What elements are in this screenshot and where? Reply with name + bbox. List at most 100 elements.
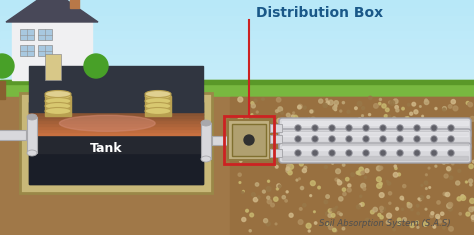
Circle shape xyxy=(286,126,291,131)
Circle shape xyxy=(245,128,248,132)
Circle shape xyxy=(277,118,282,123)
Bar xyxy=(20,45,34,56)
Bar xyxy=(0,78,474,86)
Circle shape xyxy=(407,121,410,124)
Circle shape xyxy=(328,153,332,156)
Bar xyxy=(0,204,474,212)
Circle shape xyxy=(461,140,466,145)
Circle shape xyxy=(459,213,462,215)
Circle shape xyxy=(407,203,410,205)
Circle shape xyxy=(298,105,301,109)
Circle shape xyxy=(425,99,428,102)
Circle shape xyxy=(239,160,242,162)
Circle shape xyxy=(310,110,313,113)
Ellipse shape xyxy=(59,115,155,131)
Circle shape xyxy=(347,110,350,113)
Circle shape xyxy=(305,128,307,131)
Circle shape xyxy=(402,199,404,200)
Circle shape xyxy=(286,167,290,170)
Circle shape xyxy=(396,109,399,112)
Circle shape xyxy=(278,139,283,144)
Circle shape xyxy=(415,126,419,130)
Circle shape xyxy=(355,145,359,149)
Circle shape xyxy=(415,137,419,141)
Circle shape xyxy=(346,136,352,142)
Bar xyxy=(45,96,71,101)
Bar xyxy=(270,135,282,143)
Circle shape xyxy=(471,215,474,219)
Bar xyxy=(0,110,474,118)
Circle shape xyxy=(333,228,336,232)
Circle shape xyxy=(405,122,410,126)
Circle shape xyxy=(263,190,265,193)
Circle shape xyxy=(452,120,454,122)
Circle shape xyxy=(398,223,401,225)
Circle shape xyxy=(443,134,445,136)
Circle shape xyxy=(252,133,255,137)
Circle shape xyxy=(426,188,427,189)
Circle shape xyxy=(363,136,369,142)
Circle shape xyxy=(310,195,311,197)
Circle shape xyxy=(410,112,413,115)
Circle shape xyxy=(384,115,387,118)
Circle shape xyxy=(437,216,439,219)
Circle shape xyxy=(300,124,302,126)
Bar xyxy=(212,136,228,145)
Ellipse shape xyxy=(27,150,37,156)
Circle shape xyxy=(349,118,351,121)
Circle shape xyxy=(389,202,391,204)
Ellipse shape xyxy=(27,114,37,120)
Circle shape xyxy=(326,212,329,216)
Bar xyxy=(145,106,171,111)
Circle shape xyxy=(336,206,337,208)
Circle shape xyxy=(426,174,427,176)
Bar xyxy=(0,31,474,39)
Circle shape xyxy=(363,150,369,156)
Circle shape xyxy=(389,192,392,195)
Circle shape xyxy=(424,181,428,184)
Circle shape xyxy=(264,219,268,223)
Circle shape xyxy=(313,126,317,130)
Circle shape xyxy=(392,126,394,128)
Circle shape xyxy=(394,165,396,167)
Bar xyxy=(0,47,474,55)
Bar xyxy=(0,130,26,140)
Circle shape xyxy=(410,223,414,227)
Circle shape xyxy=(340,213,342,216)
Circle shape xyxy=(447,167,451,171)
Bar xyxy=(0,196,474,204)
Bar xyxy=(270,124,282,132)
Circle shape xyxy=(295,136,301,142)
Circle shape xyxy=(271,157,274,160)
Bar xyxy=(0,227,474,235)
Circle shape xyxy=(322,120,325,123)
Circle shape xyxy=(249,230,251,232)
Bar xyxy=(0,39,474,47)
Circle shape xyxy=(449,151,453,155)
Circle shape xyxy=(457,197,461,201)
Circle shape xyxy=(381,210,383,212)
Bar xyxy=(29,128,203,132)
Circle shape xyxy=(324,129,326,132)
Circle shape xyxy=(472,219,474,221)
Circle shape xyxy=(408,103,410,106)
Circle shape xyxy=(428,156,430,158)
Circle shape xyxy=(468,102,472,106)
Circle shape xyxy=(342,227,345,230)
Circle shape xyxy=(334,105,337,108)
Circle shape xyxy=(371,210,374,214)
Circle shape xyxy=(433,225,436,228)
Bar xyxy=(282,131,468,135)
Bar xyxy=(29,111,203,115)
Circle shape xyxy=(386,220,390,224)
Circle shape xyxy=(302,168,307,172)
Bar xyxy=(0,24,474,31)
Circle shape xyxy=(448,202,450,205)
Circle shape xyxy=(382,207,385,211)
Circle shape xyxy=(348,184,351,187)
Circle shape xyxy=(459,162,461,164)
Circle shape xyxy=(443,227,445,229)
Circle shape xyxy=(359,204,362,206)
Circle shape xyxy=(289,213,293,217)
Circle shape xyxy=(326,98,328,101)
